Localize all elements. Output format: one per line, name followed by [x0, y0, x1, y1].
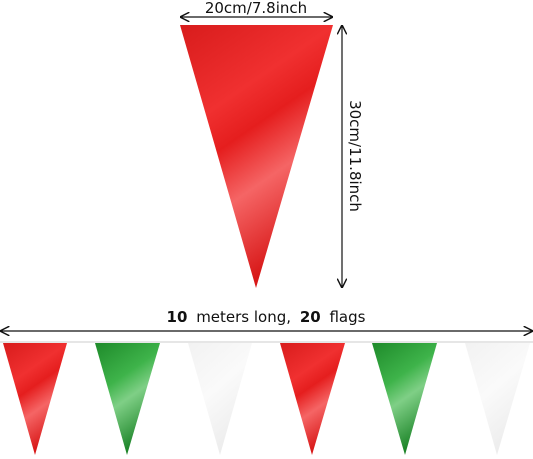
flag	[3, 343, 67, 455]
length-label: 10 meters long, 20 flags	[167, 308, 366, 326]
flag	[280, 343, 345, 455]
big-flag	[180, 25, 333, 288]
flag	[372, 343, 437, 455]
height-label: 30cm/11.8inch	[346, 100, 364, 212]
flag-count: 20	[300, 308, 321, 326]
flag	[188, 343, 252, 455]
flag	[465, 343, 530, 455]
flag	[95, 343, 160, 455]
width-label: 20cm/7.8inch	[205, 0, 307, 17]
length-text: meters long,	[196, 308, 291, 326]
length-number: 10	[167, 308, 188, 326]
flag-text: flags	[329, 308, 365, 326]
